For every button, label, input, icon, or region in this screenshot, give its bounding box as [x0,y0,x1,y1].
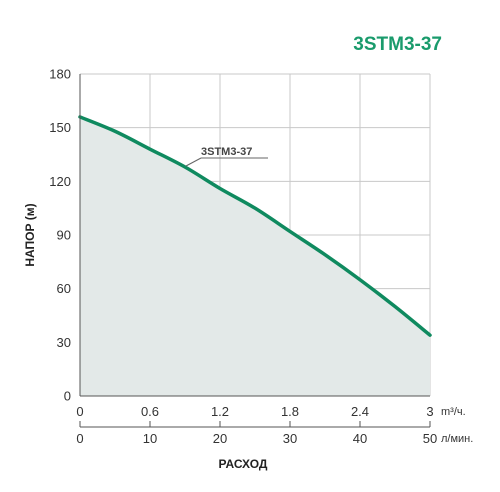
x-tick-label-secondary: 20 [213,431,227,446]
y-tick-label: 0 [64,389,71,404]
x-tick-label-primary: 1.2 [211,404,229,419]
x-tick-label-secondary: 30 [283,431,297,446]
x-tick-label-primary: 1.8 [281,404,299,419]
x-tick-label-primary: 0 [76,404,83,419]
y-tick-label: 150 [49,120,71,135]
y-axis-title: НАПОР (м) [23,203,37,266]
series-area-fill [80,116,430,396]
x-tick-label-secondary: 50 [423,431,437,446]
y-tick-label: 180 [49,67,71,82]
series-label-group: 3STM3-37 [185,146,268,167]
series-label-leader [185,157,202,167]
x-axis-title: РАСХОД [219,457,268,471]
y-tick-label: 30 [57,335,71,350]
y-tick-label: 120 [49,174,71,189]
y-tick-label: 90 [57,228,71,243]
x-tick-label-secondary: 40 [353,431,367,446]
x-tick-label-secondary: 0 [76,431,83,446]
series-curve [78,115,432,337]
series-label: 3STM3-37 [201,146,252,158]
chart-title: 3STM3-37 [353,34,442,55]
y-tick-label: 60 [57,281,71,296]
x-tick-label-primary: 2.4 [351,404,369,419]
x-unit-primary: m³/ч. [441,406,466,418]
x-tick-label-primary: 0.6 [141,404,159,419]
x-tick-label-secondary: 10 [143,431,157,446]
x-tick-label-primary: 3 [426,404,433,419]
x-unit-secondary: л/мин. [441,433,473,445]
